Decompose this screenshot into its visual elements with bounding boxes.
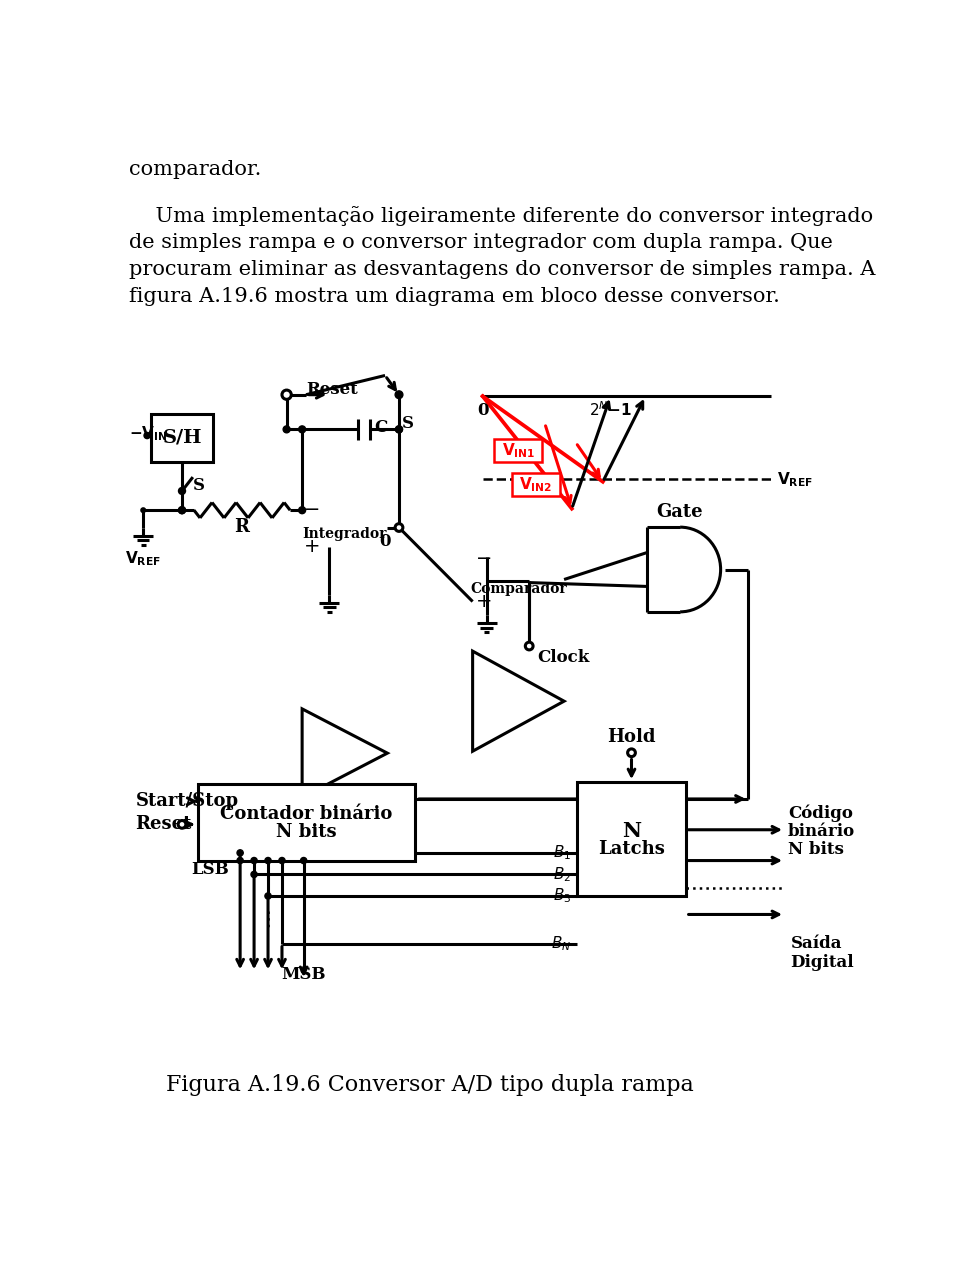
Text: N: N: [622, 822, 641, 841]
Text: $B_N$: $B_N$: [551, 935, 571, 954]
Text: figura A.19.6 mostra um diagrama em bloco desse conversor.: figura A.19.6 mostra um diagrama em bloc…: [130, 287, 780, 306]
Text: N bits: N bits: [788, 841, 844, 858]
Text: $B_3$: $B_3$: [553, 886, 571, 905]
Circle shape: [144, 432, 150, 439]
Text: Comparador: Comparador: [470, 582, 566, 596]
Text: $B_2$: $B_2$: [553, 865, 571, 884]
Text: $2^N\mathbf{-1}$: $2^N\mathbf{-1}$: [589, 401, 632, 420]
Bar: [151, 413, 213, 462]
Text: Hold: Hold: [608, 728, 656, 747]
Circle shape: [265, 893, 271, 899]
Text: 0: 0: [380, 533, 392, 550]
Circle shape: [265, 857, 271, 864]
Circle shape: [299, 426, 305, 432]
Circle shape: [179, 507, 185, 514]
Text: de simples rampa e o conversor integrador com dupla rampa. Que: de simples rampa e o conversor integrado…: [130, 233, 833, 252]
Text: Código: Código: [788, 804, 852, 822]
Text: $\mathbf{-V_{IN}}$: $\mathbf{-V_{IN}}$: [130, 424, 168, 443]
Text: Contador binário: Contador binário: [220, 805, 393, 823]
Bar: [198, 784, 415, 861]
Circle shape: [396, 524, 403, 531]
Text: S: S: [402, 415, 415, 431]
Bar: [577, 782, 685, 896]
Text: binário: binário: [788, 823, 855, 839]
Text: Figura A.19.6 Conversor A/D tipo dupla rampa: Figura A.19.6 Conversor A/D tipo dupla r…: [166, 1074, 694, 1097]
Text: C: C: [374, 418, 388, 435]
Circle shape: [282, 391, 291, 399]
Text: $B_1$: $B_1$: [553, 843, 571, 862]
Text: $+$: $+$: [303, 538, 320, 555]
Circle shape: [396, 524, 402, 531]
Text: $+$: $+$: [475, 592, 492, 610]
Circle shape: [396, 426, 402, 432]
Text: Reset: Reset: [306, 380, 358, 398]
Text: 0: 0: [477, 402, 489, 418]
Circle shape: [237, 850, 243, 856]
Circle shape: [179, 820, 186, 828]
Text: N bits: N bits: [276, 823, 336, 841]
Bar: [494, 439, 542, 462]
Text: S: S: [193, 477, 204, 495]
Text: comparador.: comparador.: [130, 160, 262, 179]
Text: Reset: Reset: [135, 815, 192, 833]
Circle shape: [251, 871, 257, 877]
Circle shape: [525, 642, 533, 650]
Text: Saída: Saída: [790, 936, 842, 952]
Text: Start/Stop: Start/Stop: [135, 792, 239, 810]
Text: Clock: Clock: [537, 649, 589, 666]
Text: $\mathbf{V_{REF}}$: $\mathbf{V_{REF}}$: [126, 549, 161, 568]
Circle shape: [251, 857, 257, 864]
Text: $\mathbf{V_{IN2}}$: $\mathbf{V_{IN2}}$: [519, 476, 553, 495]
Circle shape: [278, 857, 285, 864]
Text: S/H: S/H: [162, 429, 202, 446]
Text: Integrador: Integrador: [302, 526, 387, 540]
Circle shape: [396, 391, 403, 398]
Circle shape: [628, 749, 636, 757]
Circle shape: [396, 426, 402, 432]
Circle shape: [283, 426, 290, 432]
Text: $\mathbf{V_{IN1}}$: $\mathbf{V_{IN1}}$: [502, 441, 535, 459]
Bar: [512, 473, 561, 496]
Circle shape: [237, 857, 243, 864]
Text: Digital: Digital: [790, 954, 854, 971]
Text: $-$: $-$: [303, 500, 320, 517]
Polygon shape: [472, 652, 564, 751]
Text: Gate: Gate: [657, 502, 704, 521]
Circle shape: [179, 487, 185, 495]
Text: $\mathbf{V_{REF}}$: $\mathbf{V_{REF}}$: [778, 470, 813, 488]
Circle shape: [141, 508, 146, 512]
Text: Uma implementação ligeiramente diferente do conversor integrado: Uma implementação ligeiramente diferente…: [130, 207, 874, 226]
Text: $-$: $-$: [475, 549, 492, 567]
Text: LSB: LSB: [191, 861, 228, 879]
Text: Latchs: Latchs: [598, 839, 665, 858]
Circle shape: [299, 507, 305, 514]
Circle shape: [179, 507, 185, 514]
Polygon shape: [302, 709, 388, 798]
Text: procuram eliminar as desvantagens do conversor de simples rampa. A: procuram eliminar as desvantagens do con…: [130, 260, 876, 279]
Circle shape: [300, 857, 307, 864]
Text: MSB: MSB: [281, 966, 326, 983]
Text: R: R: [234, 519, 250, 536]
